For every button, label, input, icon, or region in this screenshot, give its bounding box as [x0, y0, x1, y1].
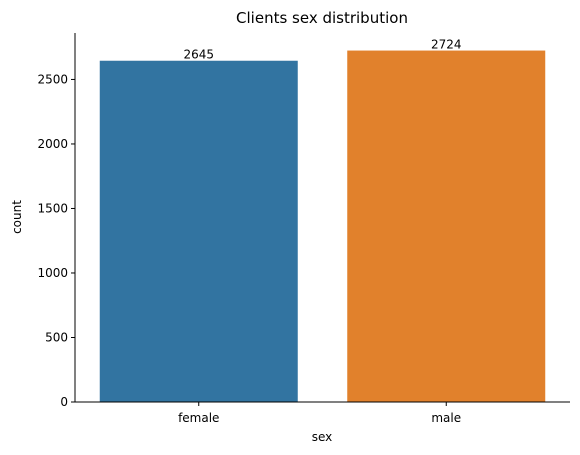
y-tick-label-0: 0: [60, 395, 68, 409]
x-axis-ticks: female male: [178, 402, 461, 425]
y-tick-label-2000: 2000: [37, 137, 68, 151]
data-label-male: 2724: [431, 38, 462, 52]
y-tick-label-1500: 1500: [37, 201, 68, 215]
x-tick-label-female: female: [178, 411, 219, 425]
x-tick-label-male: male: [431, 411, 461, 425]
bar-female: [99, 60, 298, 403]
y-tick-label-500: 500: [45, 330, 68, 344]
y-axis-label: count: [10, 200, 24, 234]
y-tick-label-1000: 1000: [37, 266, 68, 280]
y-tick-label-2500: 2500: [37, 72, 68, 86]
y-axis-ticks: 0 500 1000 1500 2000 2500: [37, 72, 75, 409]
bars-layer: [99, 50, 546, 403]
chart-title: Clients sex distribution: [236, 9, 408, 27]
data-labels-layer: 2645 2724: [183, 38, 461, 62]
bar-male: [347, 50, 546, 403]
x-axis-label: sex: [312, 430, 333, 444]
data-label-female: 2645: [183, 48, 214, 62]
